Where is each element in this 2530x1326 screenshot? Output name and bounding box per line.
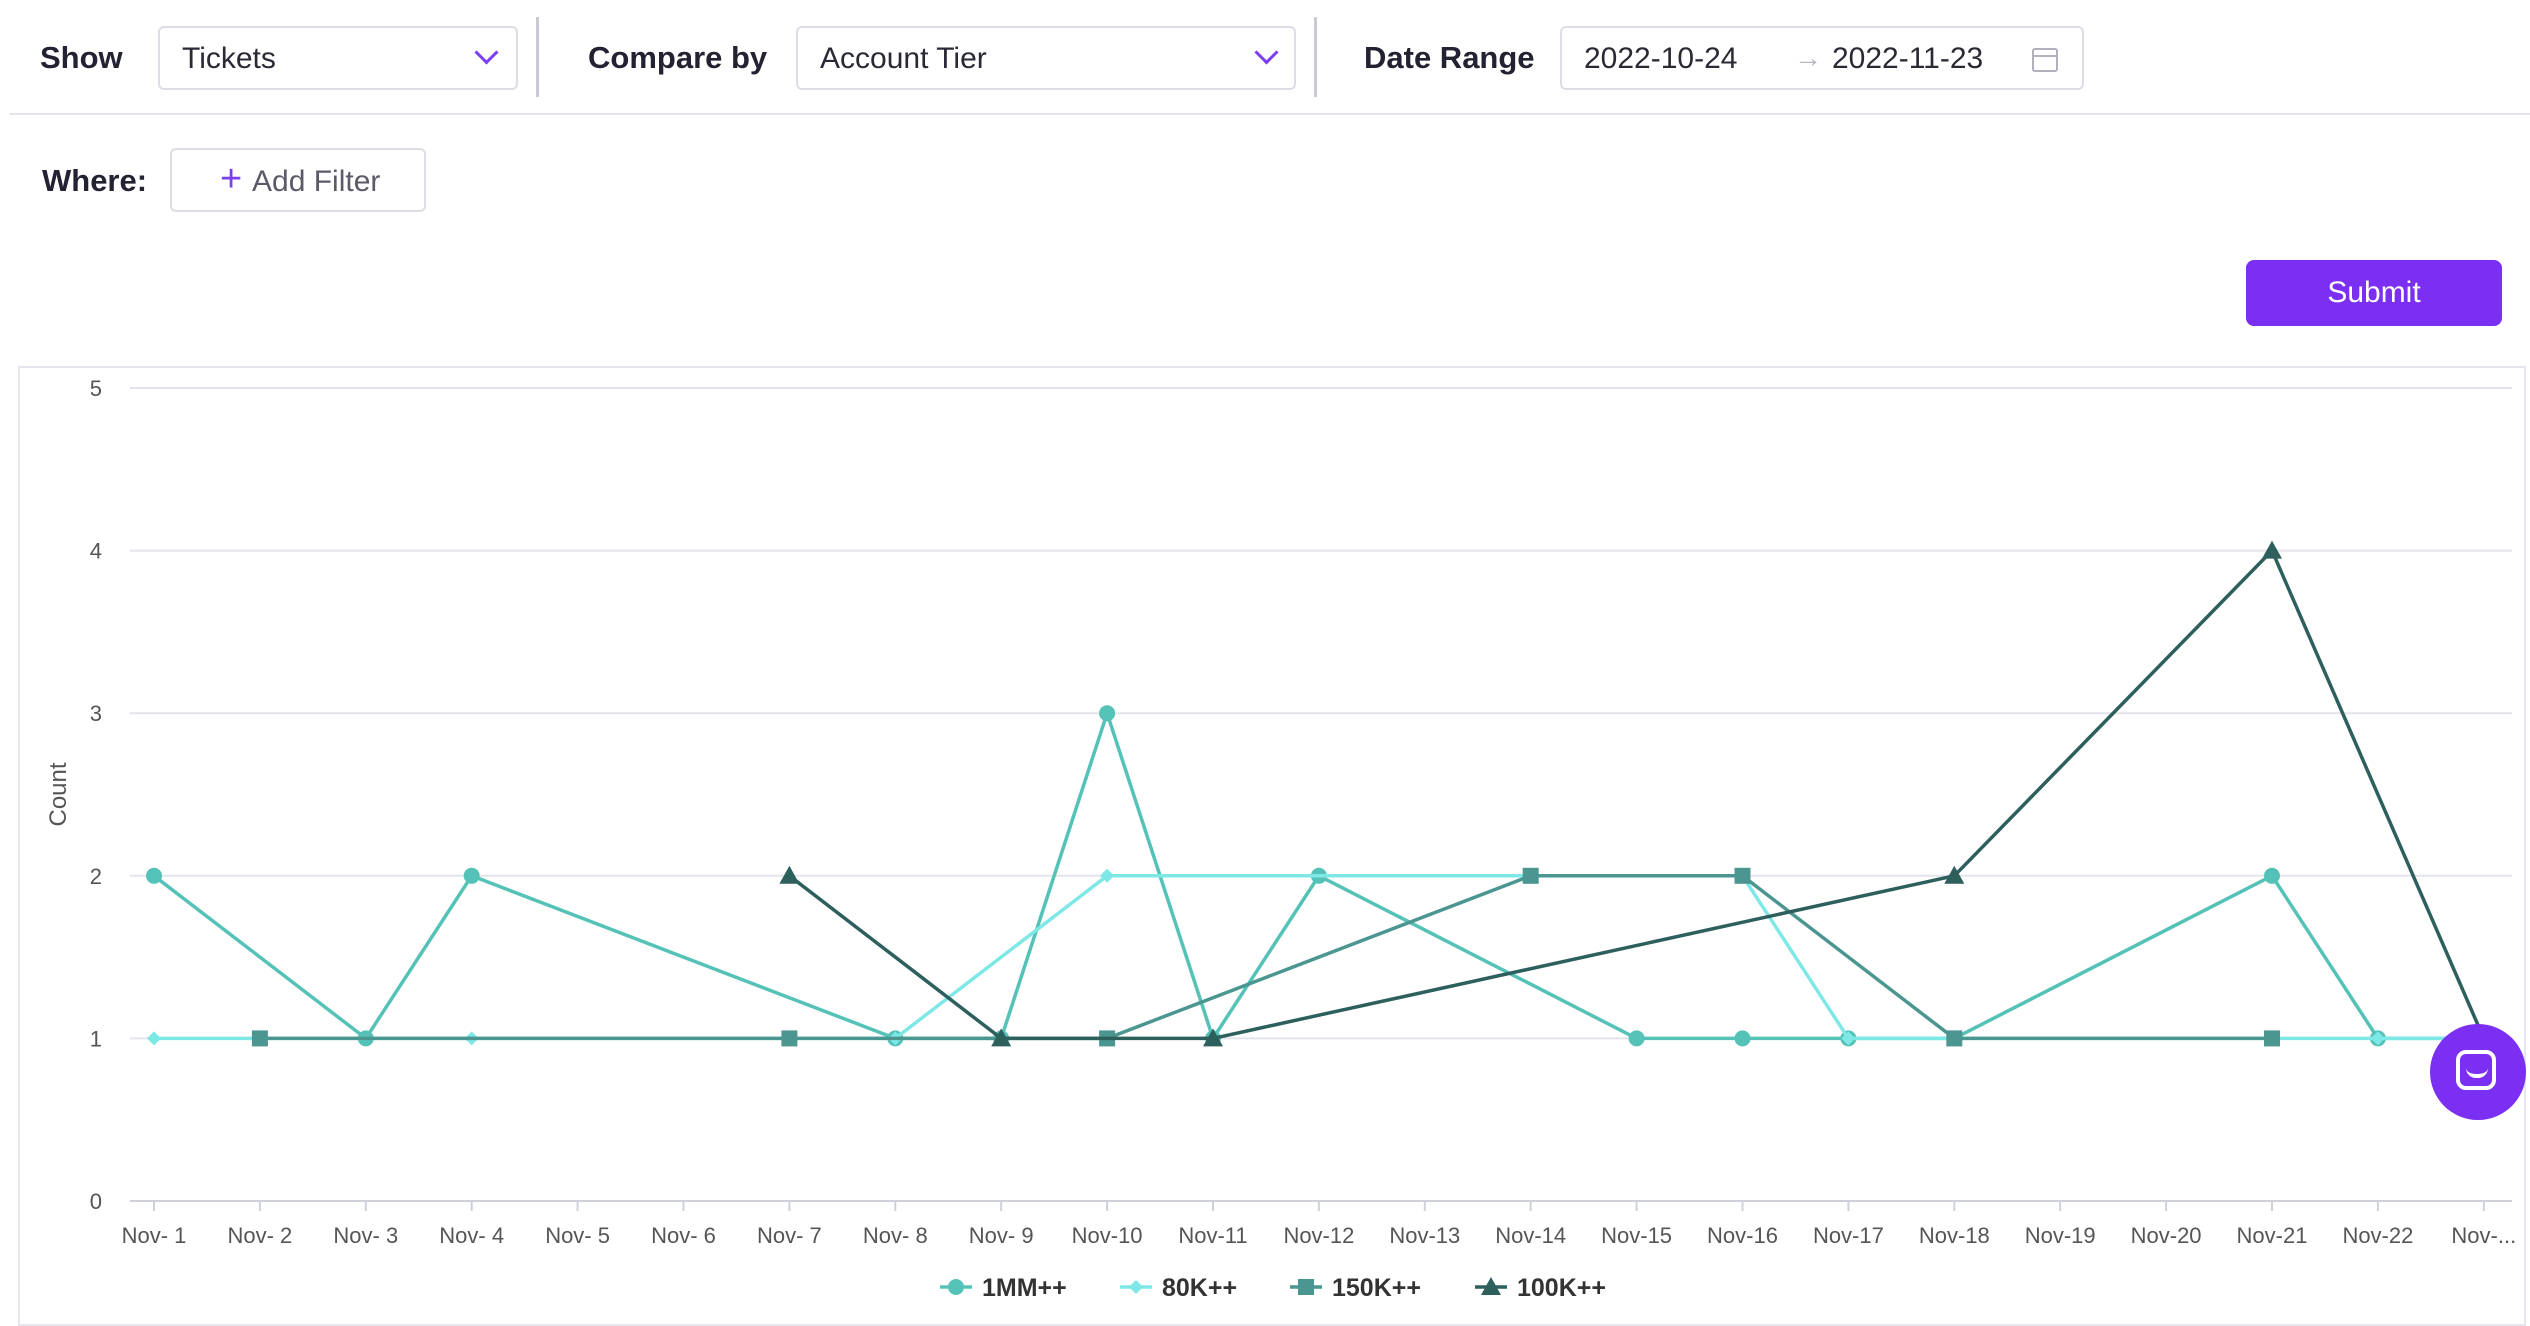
x-tick-label: Nov- 5 [545, 1223, 610, 1248]
legend-marker [1481, 1277, 1501, 1295]
x-tick-label: Nov-19 [2025, 1223, 2096, 1248]
data-point-1MM++ [463, 867, 480, 884]
x-tick-label: Nov-17 [1813, 1223, 1884, 1248]
legend-marker [948, 1279, 964, 1295]
data-point-100K++ [2262, 540, 2282, 559]
data-point-80K++ [2370, 1031, 2385, 1046]
filter-toolbar: Show Tickets Compare by Account Tier Dat… [10, 0, 2530, 115]
x-tick-label: Nov- 1 [122, 1223, 187, 1248]
data-point-150K++ [2264, 1030, 2280, 1047]
data-point-150K++ [251, 1030, 268, 1047]
legend-label: 100K++ [1517, 1274, 1606, 1302]
chat-launcher-button[interactable] [2430, 1024, 2526, 1120]
x-tick-label: Nov- 4 [439, 1223, 504, 1248]
data-point-100K++ [991, 1028, 1012, 1047]
data-point-1MM++ [146, 867, 162, 884]
y-tick-label: 2 [90, 864, 102, 889]
compare-label: Compare by [588, 40, 768, 75]
x-tick-label: Nov-20 [2131, 1223, 2202, 1248]
data-point-80K++ [147, 1031, 161, 1046]
x-tick-label: Nov- 6 [651, 1223, 716, 1248]
x-tick-label: Nov- 9 [969, 1223, 1034, 1248]
data-point-80K++ [1100, 868, 1115, 883]
separator [1314, 17, 1317, 97]
x-tick-label: Nov-14 [1495, 1223, 1566, 1248]
date-end[interactable]: 2022-11-23 [1832, 42, 1984, 75]
add-filter-label: Add Filter [252, 165, 381, 198]
y-tick-label: 3 [90, 701, 102, 726]
data-point-1MM++ [1099, 705, 1116, 722]
x-tick-label: Nov-... [2451, 1223, 2516, 1248]
data-point-100K++ [779, 865, 800, 884]
y-tick-label: 4 [90, 539, 102, 564]
x-tick-label: Nov- 7 [757, 1223, 822, 1248]
x-tick-label: Nov- 2 [228, 1223, 293, 1248]
y-tick-label: 0 [90, 1189, 102, 1214]
x-tick-label: Nov-13 [1389, 1223, 1460, 1248]
y-axis-label: Count [45, 762, 72, 826]
data-point-100K++ [1203, 1028, 1223, 1047]
data-point-80K++ [1841, 1031, 1856, 1046]
legend-label: 80K++ [1162, 1274, 1237, 1302]
data-point-100K++ [1944, 865, 1965, 884]
x-tick-label: Nov-11 [1178, 1223, 1247, 1248]
x-tick-label: Nov- 8 [863, 1223, 928, 1248]
plus-icon: + [220, 158, 243, 200]
compare-select-value: Account Tier [820, 42, 987, 75]
where-label: Where: [42, 163, 148, 198]
data-point-150K++ [781, 1030, 798, 1047]
data-point-150K++ [1946, 1030, 1963, 1047]
chevron-down-icon [1254, 40, 1279, 65]
date-start[interactable]: 2022-10-24 [1584, 42, 1738, 75]
add-filter-button[interactable]: + Add Filter [170, 148, 426, 212]
data-point-150K++ [1522, 867, 1539, 884]
date-range-label: Date Range [1364, 40, 1535, 75]
date-range-picker[interactable]: 2022-10-24 → 2022-11-23 [1560, 26, 2084, 90]
y-tick-label: 1 [90, 1026, 102, 1051]
arrow-right-icon: → [1794, 42, 1822, 73]
show-label: Show [40, 40, 123, 75]
y-tick-label: 5 [90, 376, 102, 401]
calendar-icon[interactable] [2032, 48, 2058, 72]
data-point-1MM++ [1734, 1030, 1751, 1047]
chart-panel: 0 1 2 3 4 5 Count Nov- 1 Nov- 2 Nov- 3 Nov- 4 Nov- … [18, 366, 2526, 1326]
x-tick-label: Nov-15 [1601, 1223, 1672, 1248]
chat-icon-smile [2466, 1068, 2488, 1078]
separator [536, 17, 539, 97]
show-select-value: Tickets [182, 42, 276, 75]
line-chart: 0 1 2 3 4 5 Count Nov- 1 Nov- 2 Nov- 3 Nov- 4 Nov- … [45, 376, 2516, 1302]
legend-label: 150K++ [1332, 1274, 1421, 1302]
data-point-1MM++ [1628, 1030, 1645, 1047]
legend-marker [1129, 1280, 1143, 1294]
compare-select[interactable]: Account Tier [796, 26, 1296, 90]
x-tick-label: Nov- 3 [333, 1223, 398, 1248]
legend-marker [1298, 1279, 1314, 1295]
x-tick-label: Nov-12 [1283, 1223, 1354, 1248]
chat-icon [2456, 1050, 2496, 1090]
submit-button[interactable]: Submit [2246, 260, 2502, 326]
x-tick-label: Nov-18 [1919, 1223, 1990, 1248]
x-tick-label: Nov-22 [2342, 1223, 2413, 1248]
series-line-100K++ [788, 548, 2486, 1041]
legend-label: 1MM++ [982, 1274, 1067, 1302]
chevron-down-icon [474, 40, 499, 65]
show-select[interactable]: Tickets [158, 26, 518, 90]
data-point-1MM++ [2264, 867, 2280, 884]
data-point-150K++ [1734, 867, 1751, 884]
x-tick-label: Nov-16 [1707, 1223, 1778, 1248]
x-tick-label: Nov-10 [1072, 1223, 1143, 1248]
x-tick-label: Nov-21 [2237, 1223, 2308, 1248]
